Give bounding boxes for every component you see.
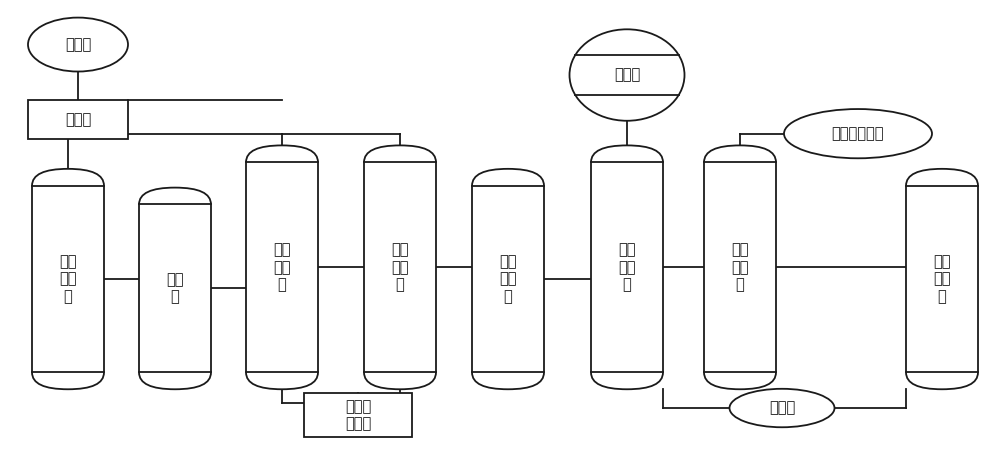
FancyBboxPatch shape [28, 100, 128, 139]
FancyBboxPatch shape [304, 393, 412, 437]
Text: 反应物副产物: 反应物副产物 [832, 126, 884, 141]
FancyBboxPatch shape [246, 145, 318, 389]
Text: 冷却
器: 冷却 器 [166, 272, 184, 305]
Text: 叔丁醇: 叔丁醇 [65, 37, 91, 52]
Text: 二号
反应
器: 二号 反应 器 [499, 254, 517, 304]
Text: 三级
精馏
塔: 三级 精馏 塔 [618, 242, 636, 292]
Text: 一级
精馏
塔: 一级 精馏 塔 [273, 242, 291, 292]
FancyBboxPatch shape [32, 169, 104, 389]
Ellipse shape [730, 389, 834, 427]
Text: 二级
精馏
塔: 二级 精馏 塔 [391, 242, 409, 292]
Text: 粗产品: 粗产品 [769, 401, 795, 416]
Text: 废液处
理装置: 废液处 理装置 [345, 399, 371, 431]
FancyBboxPatch shape [704, 145, 776, 389]
Text: 五级
精馏
塔: 五级 精馏 塔 [933, 254, 951, 304]
FancyBboxPatch shape [139, 188, 211, 389]
FancyBboxPatch shape [591, 145, 663, 389]
Text: 闪蒸罐: 闪蒸罐 [614, 68, 640, 83]
Text: 四级
精馏
塔: 四级 精馏 塔 [731, 242, 749, 292]
Ellipse shape [570, 30, 684, 121]
Text: 进料泵: 进料泵 [65, 112, 91, 127]
Text: 一号
反应
器: 一号 反应 器 [59, 254, 77, 304]
Ellipse shape [28, 18, 128, 72]
FancyBboxPatch shape [906, 169, 978, 389]
FancyBboxPatch shape [472, 169, 544, 389]
Ellipse shape [784, 109, 932, 158]
FancyBboxPatch shape [364, 145, 436, 389]
